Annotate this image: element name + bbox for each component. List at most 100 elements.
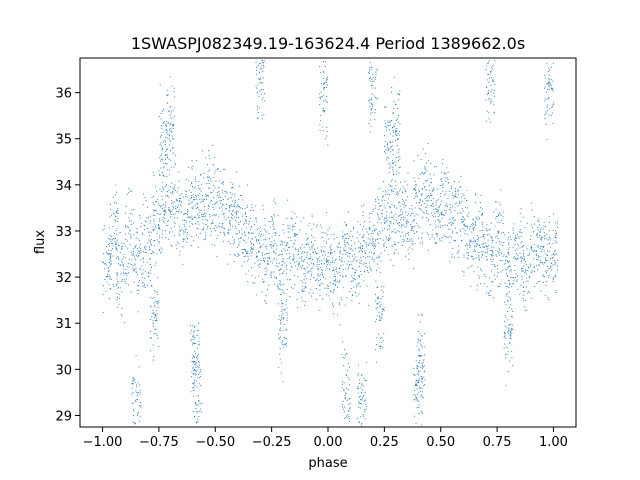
data-point-dot — [414, 215, 416, 217]
data-point-dot — [362, 237, 364, 239]
data-point-dot — [444, 177, 446, 179]
data-point-dot — [389, 194, 391, 196]
data-point-dot — [505, 303, 507, 305]
data-point-dot — [282, 317, 284, 319]
data-point-dot — [375, 321, 377, 323]
data-point-dot — [414, 415, 416, 417]
data-point-dot — [127, 272, 129, 274]
data-point-dot — [491, 281, 493, 283]
data-point-dot — [328, 269, 330, 271]
data-point-dot — [378, 199, 380, 201]
data-point-dot — [291, 211, 293, 213]
data-point-dot — [473, 229, 475, 231]
data-point-dot — [221, 223, 223, 225]
data-point-dot — [486, 87, 488, 89]
data-point-dot — [405, 190, 407, 192]
data-point-dot — [497, 213, 499, 215]
data-point-dot — [449, 235, 451, 237]
data-point-dot — [467, 248, 469, 250]
data-point-dot — [277, 215, 279, 217]
data-point-dot — [376, 256, 378, 259]
data-point-dot — [285, 264, 288, 267]
data-point-dot — [210, 191, 212, 193]
data-point-dot — [265, 302, 267, 305]
data-point-dot — [287, 288, 289, 290]
data-point-dot — [175, 207, 177, 209]
data-point-dot — [407, 196, 409, 198]
data-point-dot — [323, 263, 325, 265]
data-point-dot — [320, 279, 322, 281]
data-point-dot — [158, 218, 161, 220]
data-point-dot — [334, 285, 337, 287]
data-point-dot — [372, 239, 374, 241]
data-point-dot — [492, 246, 494, 248]
data-point-dot — [273, 251, 276, 253]
data-point-dot — [155, 316, 157, 318]
data-point-dot — [543, 238, 546, 240]
data-point-dot — [207, 226, 209, 228]
data-point-dot — [162, 162, 164, 164]
data-point-dot — [548, 242, 551, 245]
data-point-dot — [144, 252, 146, 254]
data-point-dot — [193, 339, 195, 341]
data-point-dot — [395, 104, 397, 106]
data-point-dot — [472, 222, 474, 224]
data-point-dot — [102, 311, 104, 314]
data-point-dot — [321, 273, 323, 276]
points-layer — [101, 59, 559, 426]
data-point-dot — [388, 124, 390, 127]
data-point-dot — [159, 143, 161, 146]
data-point-dot — [504, 282, 506, 284]
data-point-dot — [554, 240, 556, 242]
data-point-dot — [457, 251, 460, 253]
data-point-dot — [420, 366, 422, 369]
data-point-dot — [393, 126, 395, 128]
data-point-dot — [260, 93, 262, 95]
data-point-dot — [421, 377, 424, 379]
data-point-dot — [307, 238, 309, 240]
data-point-dot — [213, 196, 215, 198]
data-point-dot — [185, 193, 187, 196]
data-point-dot — [230, 225, 232, 227]
data-point-dot — [300, 265, 302, 268]
data-point-dot — [304, 282, 306, 284]
data-point-dot — [381, 347, 383, 349]
data-point-dot — [193, 187, 195, 189]
data-point-dot — [480, 236, 482, 238]
data-point-dot — [187, 209, 189, 211]
data-point-dot — [421, 363, 423, 365]
data-point-dot — [323, 110, 325, 112]
data-point-dot — [422, 200, 424, 202]
data-point-dot — [416, 368, 418, 370]
data-point-dot — [152, 229, 154, 231]
data-point-dot — [390, 166, 392, 168]
data-point-dot — [286, 317, 288, 319]
data-point-dot — [509, 282, 511, 285]
data-point-dot — [381, 215, 383, 217]
data-point — [383, 106, 394, 202]
data-point-dot — [127, 247, 129, 249]
data-point-dot — [169, 114, 171, 116]
data-point-dot — [291, 267, 293, 269]
data-point-dot — [208, 195, 210, 197]
data-point-dot — [267, 263, 270, 265]
data-point-dot — [126, 266, 128, 268]
data-point-dot — [380, 205, 382, 207]
data-point-dot — [421, 367, 423, 370]
data-point-dot — [314, 239, 316, 241]
data-point-dot — [152, 359, 154, 361]
data-point-dot — [279, 358, 281, 360]
data-point-dot — [266, 231, 268, 233]
data-point — [115, 230, 126, 324]
data-point-dot — [117, 209, 119, 212]
data-point-dot — [435, 241, 437, 244]
data-point-dot — [202, 214, 204, 216]
data-point-dot — [480, 206, 482, 209]
data-point-dot — [201, 216, 203, 218]
data-point-dot — [134, 264, 136, 266]
data-point-dot — [503, 234, 505, 236]
data-point-dot — [186, 238, 189, 240]
data-point-dot — [397, 151, 399, 153]
data-point-dot — [469, 240, 471, 242]
data-point-dot — [490, 236, 492, 238]
